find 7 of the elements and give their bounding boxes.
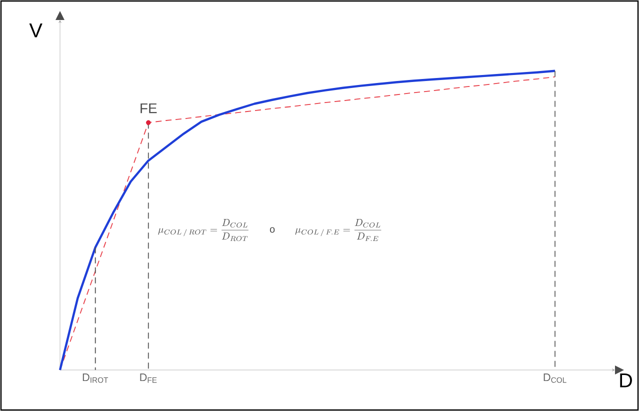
x-tick-label: D$_{IROT}$ (82, 374, 108, 383)
x-tick-label: D$_{FE}$ (140, 374, 157, 383)
annotation: $\mu_{COL\,/\,ROT}=\frac{D_{COL}}{D_{ROT}}\qquad\mathrm{o}\qquad\mu_{COL\,/\,F.E}=\frac{D_{COL}}{D_{F.E}}$ (158, 219, 382, 242)
annotation: FE (140, 103, 157, 114)
x-axis-title: D (620, 374, 632, 388)
x-tick-label: D$_{COL}$ (544, 374, 566, 383)
y-axis-title: V (29, 24, 42, 38)
